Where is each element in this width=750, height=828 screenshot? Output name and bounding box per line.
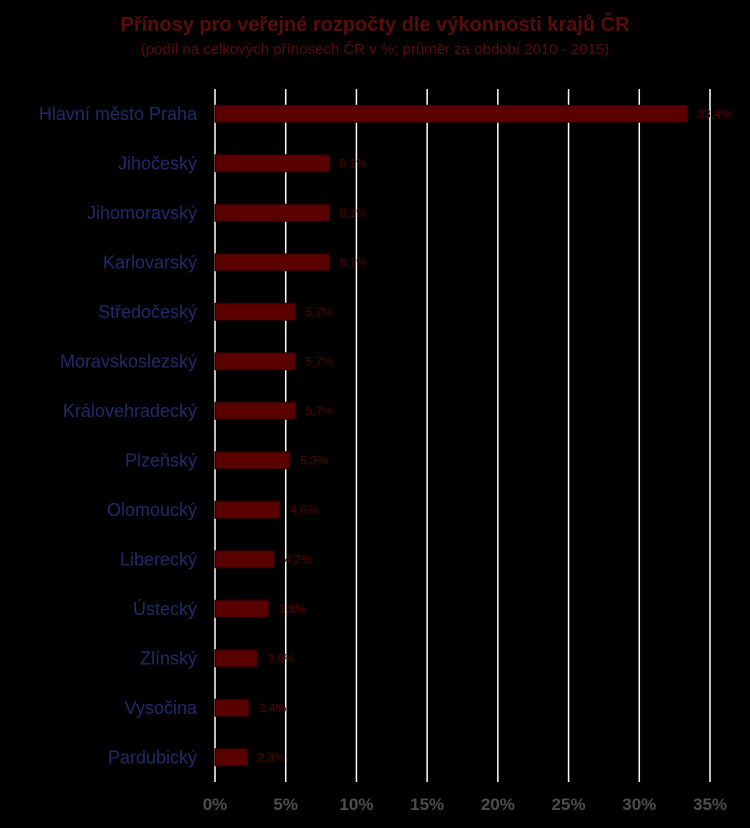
category-label: Vysočina bbox=[125, 698, 198, 718]
x-tick-label: 5% bbox=[273, 795, 298, 814]
category-label: Moravskoslezský bbox=[60, 351, 197, 371]
bar bbox=[214, 401, 297, 420]
bar bbox=[214, 154, 331, 173]
category-label: Královehradecký bbox=[63, 401, 197, 421]
category-label: Zlínský bbox=[140, 648, 197, 668]
x-tick-label: 0% bbox=[203, 795, 228, 814]
bar bbox=[214, 550, 275, 569]
bar bbox=[214, 500, 281, 519]
category-label: Liberecký bbox=[120, 549, 197, 569]
data-label: 33,4% bbox=[697, 107, 731, 121]
x-tick-label: 25% bbox=[552, 795, 586, 814]
data-label: 4,2% bbox=[284, 552, 312, 566]
bar bbox=[214, 203, 331, 222]
data-label: 4,6% bbox=[290, 503, 318, 517]
category-label: Hlavní město Praha bbox=[39, 104, 198, 124]
category-label: Karlovarský bbox=[103, 252, 197, 272]
category-label: Plzeňský bbox=[125, 450, 197, 470]
category-label: Jihočeský bbox=[118, 153, 197, 173]
bar bbox=[214, 253, 331, 272]
bar bbox=[214, 104, 688, 123]
bar bbox=[214, 748, 249, 767]
category-label: Středočeský bbox=[98, 302, 197, 322]
bar bbox=[214, 302, 297, 321]
x-tick-label: 15% bbox=[410, 795, 444, 814]
category-label: Jihomoravský bbox=[87, 203, 197, 223]
x-tick-label: 20% bbox=[481, 795, 515, 814]
chart-title: Přínosy pro veřejné rozpočty dle výkonno… bbox=[120, 14, 630, 36]
data-label: 8,1% bbox=[340, 156, 368, 170]
bar bbox=[214, 451, 291, 470]
bar bbox=[214, 649, 258, 668]
data-label: 5,3% bbox=[300, 453, 328, 467]
bar bbox=[214, 599, 270, 618]
data-label: 8,1% bbox=[340, 206, 368, 220]
bar bbox=[214, 698, 250, 717]
data-label: 5,7% bbox=[306, 305, 334, 319]
data-label: 3,8% bbox=[279, 602, 307, 616]
gridlines bbox=[214, 89, 711, 782]
x-tick-label: 30% bbox=[622, 795, 656, 814]
bar bbox=[214, 352, 297, 371]
category-label: Ústecký bbox=[133, 598, 197, 619]
data-label: 5,7% bbox=[306, 354, 334, 368]
data-label: 2,4% bbox=[259, 701, 287, 715]
data-label: 3,0% bbox=[267, 651, 295, 665]
bars bbox=[214, 104, 688, 767]
data-label: 8,1% bbox=[340, 255, 368, 269]
data-label: 5,7% bbox=[306, 404, 334, 418]
data-label: 2,3% bbox=[258, 750, 286, 764]
labels: 0% 5% 10% 15% 20% 25% 30% 35% Hlavní město Praha… bbox=[39, 104, 732, 814]
x-tick-label: 10% bbox=[339, 795, 373, 814]
chart-subtitle: (podíl na celkových přínosech ČR v %; pr… bbox=[140, 41, 610, 58]
x-tick-label: 35% bbox=[693, 795, 727, 814]
category-label: Pardubický bbox=[108, 747, 197, 767]
category-label: Olomoucký bbox=[107, 500, 197, 520]
